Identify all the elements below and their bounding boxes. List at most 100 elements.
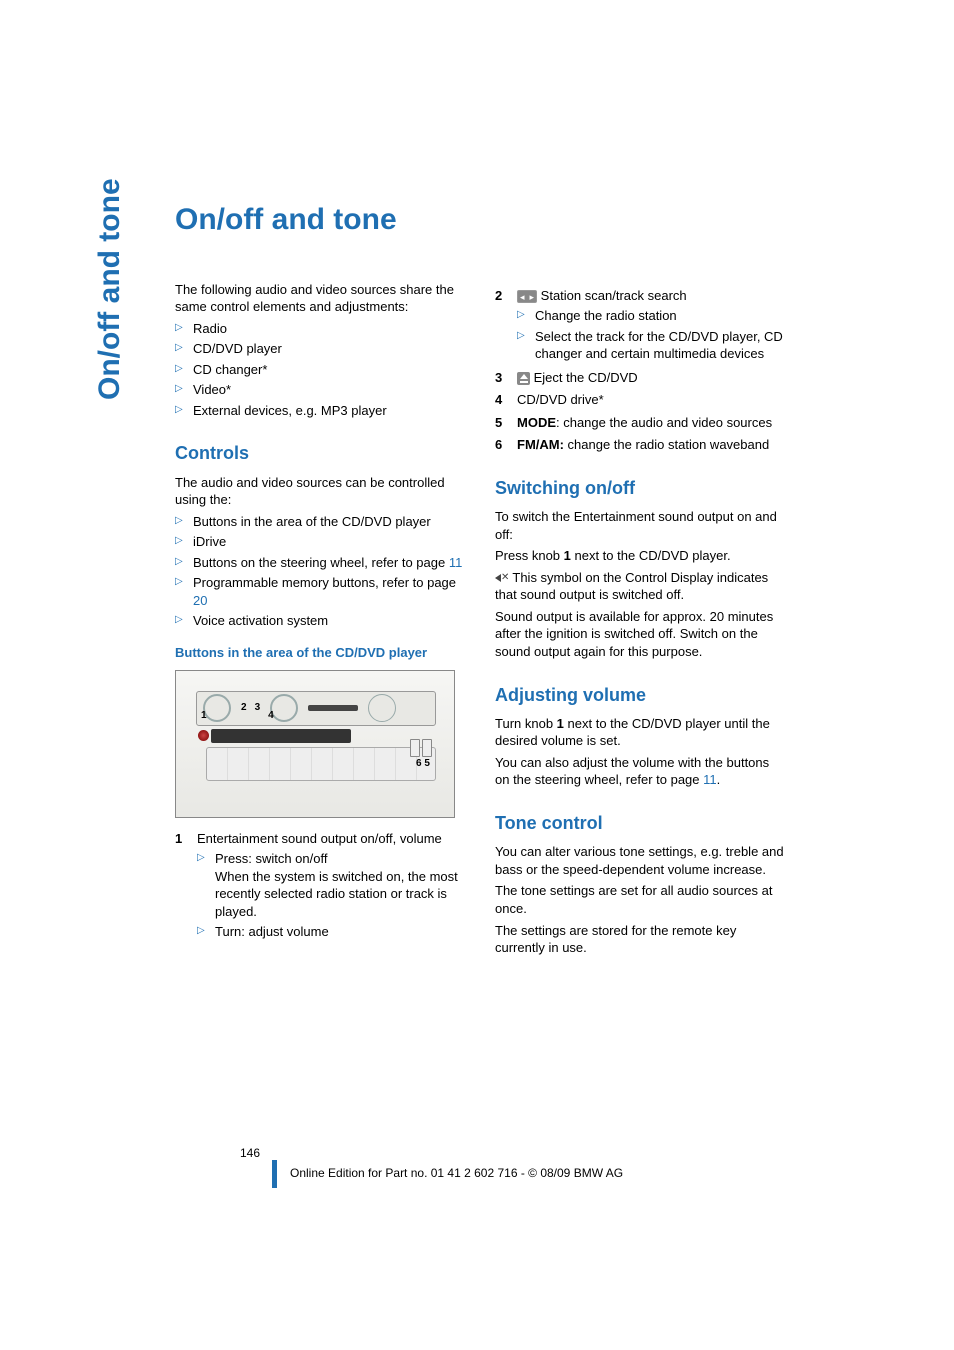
list-item: External devices, e.g. MP3 player — [175, 402, 465, 420]
left-column: The following audio and video sources sh… — [175, 281, 465, 961]
page: On/off and tone On/off and tone The foll… — [0, 0, 954, 961]
list-item: CD/DVD player — [175, 340, 465, 358]
text: To switch the Entertainment sound output… — [495, 508, 785, 543]
list-item: 1 Entertainment sound output on/off, vol… — [175, 830, 465, 941]
list-item: CD changer* — [175, 361, 465, 379]
diagram-label: 3 — [255, 701, 261, 715]
volume-heading: Adjusting volume — [495, 683, 785, 707]
text-bold: 1 — [564, 548, 571, 563]
list-item: Buttons on the steering wheel, refer to … — [175, 554, 465, 572]
item-text: : change the audio and video sources — [556, 415, 772, 430]
diagram-label: 1 — [201, 709, 207, 723]
sidebar-title: On/off and tone — [90, 178, 131, 400]
switching-heading: Switching on/off — [495, 476, 785, 500]
text: Turn knob — [495, 716, 557, 731]
diagram-knob: 4 — [270, 694, 298, 722]
list-item: Voice activation system — [175, 612, 465, 630]
columns: The following audio and video sources sh… — [175, 281, 840, 961]
controls-list: Buttons in the area of the CD/DVD player… — [175, 513, 465, 630]
list-item: 3 Eject the CD/DVD — [495, 369, 785, 387]
diagram-knob — [368, 694, 396, 722]
text: Press: switch on/off — [215, 851, 327, 866]
page-ref[interactable]: 20 — [193, 593, 207, 608]
item-text: change the radio station waveband — [564, 437, 769, 452]
sub-list: Press: switch on/off When the system is … — [197, 850, 465, 941]
content: On/off and tone The following audio and … — [140, 200, 840, 961]
item-number: 3 — [495, 369, 502, 387]
list-item: 4 CD/DVD drive* — [495, 391, 785, 409]
list-item: 6 FM/AM: change the radio station waveba… — [495, 436, 785, 454]
list-item: Programmable memory buttons, refer to pa… — [175, 574, 465, 609]
list-item: Select the track for the CD/DVD player, … — [517, 328, 785, 363]
item-text: CD/DVD drive* — [517, 392, 604, 407]
text: This symbol on the Control Display indic… — [495, 570, 768, 603]
numbered-list: 1 Entertainment sound output on/off, vol… — [175, 830, 465, 941]
list-item: iDrive — [175, 533, 465, 551]
text: next to the CD/DVD player. — [571, 548, 731, 563]
controls-heading: Controls — [175, 441, 465, 465]
item-number: 2 — [495, 287, 502, 305]
text: Programmable memory buttons, refer to pa… — [193, 575, 456, 590]
intro-list: Radio CD/DVD player CD changer* Video* E… — [175, 320, 465, 420]
list-item: Turn: adjust volume — [197, 923, 465, 941]
page-ref[interactable]: 11 — [703, 772, 717, 787]
text: When the system is switched on, the most… — [215, 869, 458, 919]
eject-icon — [517, 372, 530, 385]
text: Press knob — [495, 548, 564, 563]
list-item: Radio — [175, 320, 465, 338]
list-item: 5 MODE: change the audio and video sourc… — [495, 414, 785, 432]
text: The tone settings are set for all audio … — [495, 882, 785, 917]
list-item: Video* — [175, 381, 465, 399]
item-text: Eject the CD/DVD — [534, 370, 638, 385]
list-item: 2 ◂ ▸ Station scan/track search Change t… — [495, 287, 785, 363]
list-item: Buttons in the area of the CD/DVD player — [175, 513, 465, 531]
item-number: 1 — [175, 830, 182, 848]
item-bold: FM/AM: — [517, 437, 564, 452]
footer-text: Online Edition for Part no. 01 41 2 602 … — [290, 1165, 623, 1181]
item-number: 5 — [495, 414, 502, 432]
item-number: 4 — [495, 391, 502, 409]
page-number: 146 — [240, 1145, 260, 1161]
text: Buttons on the steering wheel, refer to … — [193, 555, 449, 570]
diagram-dot — [198, 730, 209, 741]
text: Press knob 1 next to the CD/DVD player. — [495, 547, 785, 565]
text: You can alter various tone settings, e.g… — [495, 843, 785, 878]
text: . — [717, 772, 721, 787]
text-bold: 1 — [557, 716, 564, 731]
sub-list: Change the radio station Select the trac… — [517, 307, 785, 363]
diagram-label: 2 — [241, 701, 247, 715]
diagram-button — [422, 739, 432, 757]
diagram-label: 4 — [268, 709, 274, 723]
text: You can also adjust the volume with the … — [495, 754, 785, 789]
diagram-label: 6 — [416, 758, 422, 769]
text: The settings are stored for the remote k… — [495, 922, 785, 957]
scan-icon: ◂ ▸ — [517, 290, 537, 303]
page-ref[interactable]: 11 — [449, 555, 463, 570]
diagram-buttons: 6 5 — [410, 739, 432, 757]
buttons-subheading: Buttons in the area of the CD/DVD player — [175, 644, 465, 662]
controls-intro: The audio and video sources can be contr… — [175, 474, 465, 509]
cd-player-diagram: 1 2 3 4 6 5 — [175, 670, 455, 818]
footer-bar — [272, 1160, 277, 1188]
diagram-button — [410, 739, 420, 757]
text: You can also adjust the volume with the … — [495, 755, 769, 788]
text: This symbol on the Control Display indic… — [495, 569, 785, 604]
diagram-display — [211, 729, 351, 743]
item-bold: MODE — [517, 415, 556, 430]
sidebar: On/off and tone — [0, 200, 140, 961]
diagram-slot — [308, 705, 358, 711]
numbered-list: 2 ◂ ▸ Station scan/track search Change t… — [495, 287, 785, 454]
list-item: Change the radio station — [517, 307, 785, 325]
text: Sound output is available for approx. 20… — [495, 608, 785, 661]
diagram-top-panel: 1 2 3 4 — [196, 691, 436, 726]
intro-text: The following audio and video sources sh… — [175, 281, 465, 316]
item-number: 6 — [495, 436, 502, 454]
diagram-knob: 1 — [203, 694, 231, 722]
text: Turn knob 1 next to the CD/DVD player un… — [495, 715, 785, 750]
item-text: Entertainment sound output on/off, volum… — [197, 831, 442, 846]
diagram-bottom-panel — [206, 747, 436, 781]
diagram-label: 5 — [424, 758, 430, 769]
list-item: Press: switch on/off When the system is … — [197, 850, 465, 920]
mute-icon — [495, 572, 509, 584]
item-text: Station scan/track search — [541, 288, 687, 303]
